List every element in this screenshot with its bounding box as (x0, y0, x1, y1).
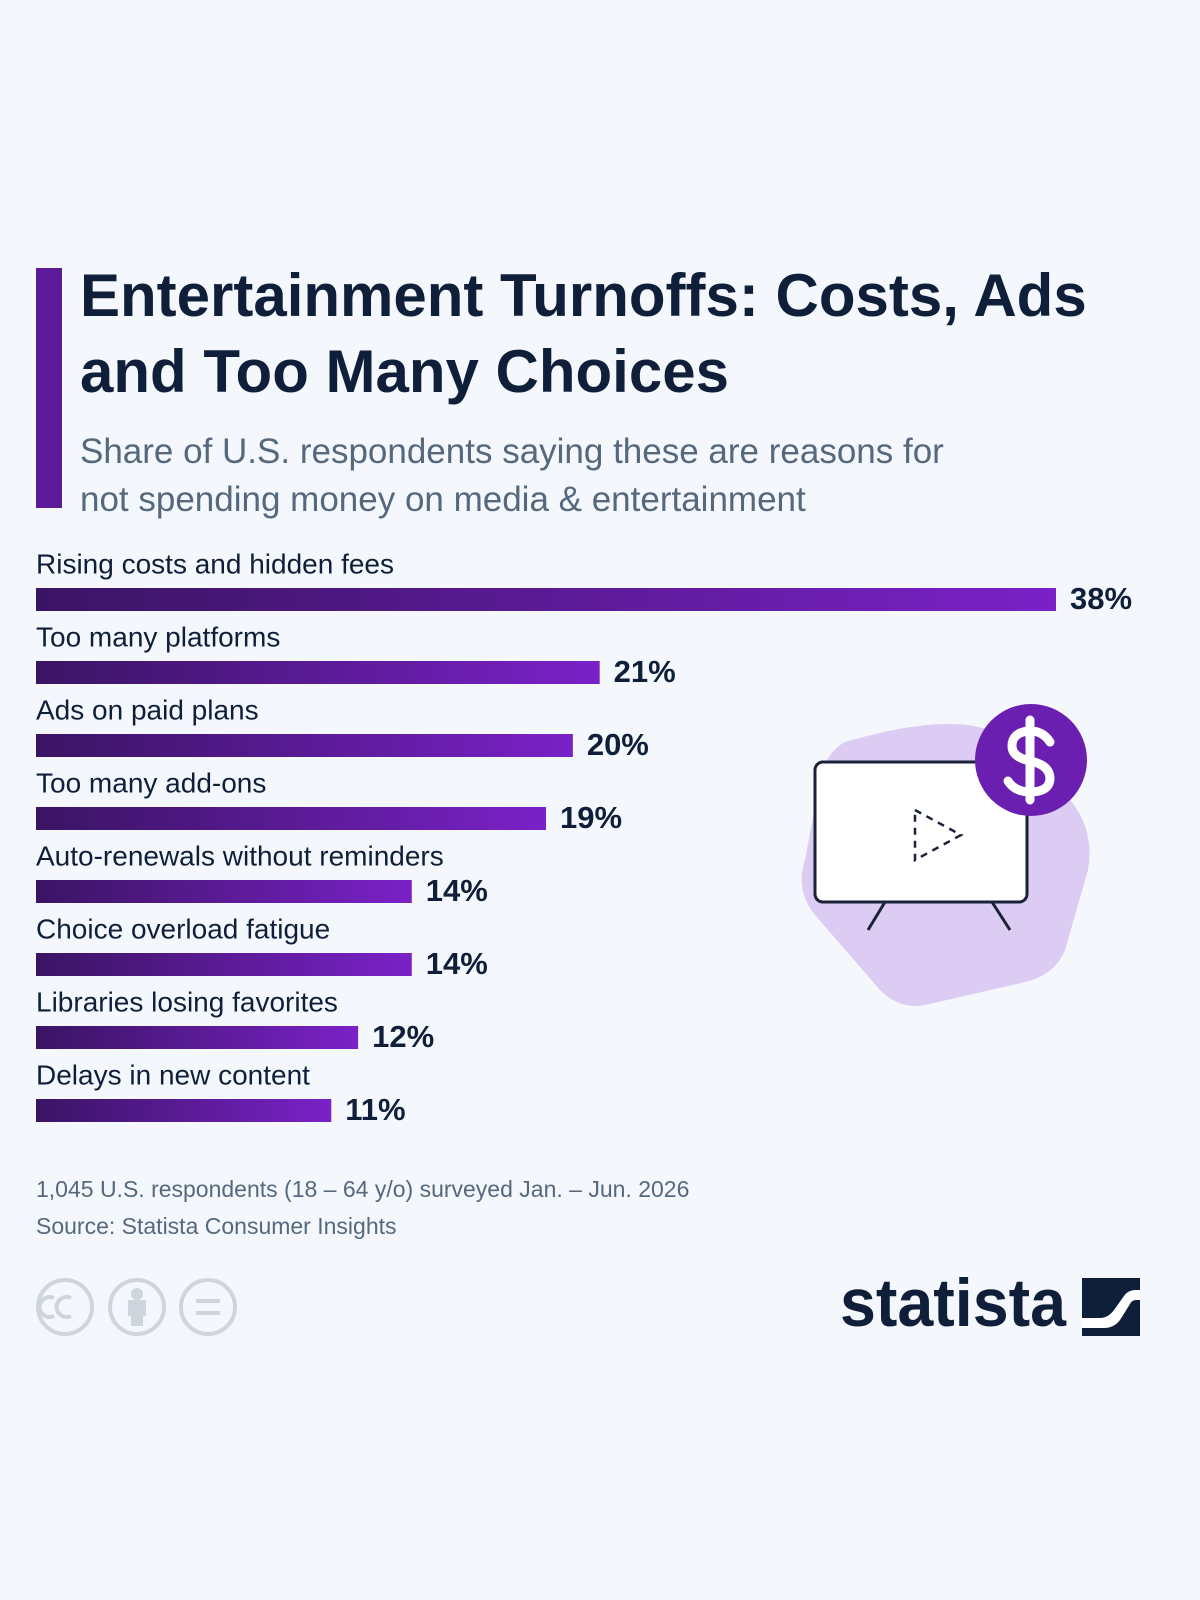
source: Source: Statista Consumer Insights (36, 1213, 397, 1239)
value-label: 20% (587, 727, 649, 762)
value-label: 21% (614, 654, 676, 689)
by-icon (108, 1278, 166, 1336)
by-head (131, 1288, 143, 1300)
category-label: Too many add-ons (36, 767, 266, 798)
category-label: Auto-renewals without reminders (36, 840, 444, 871)
category-label: Choice overload fatigue (36, 913, 330, 944)
bar (36, 734, 573, 757)
bar (36, 953, 412, 976)
cc-glyph (37, 1295, 72, 1319)
chart-subtitle: Share of U.S. respondents saying these a… (80, 432, 944, 519)
dollar-sign (1003, 715, 1055, 805)
tv-leg (866, 901, 887, 931)
category-label: Too many platforms (36, 621, 280, 652)
play-icon (913, 807, 964, 863)
category-label: Rising costs and hidden fees (36, 548, 394, 579)
nd-icon (179, 1278, 237, 1336)
chart-title: Entertainment Turnoffs: Costs, Ads and T… (80, 262, 1087, 405)
value-label: 12% (372, 1019, 434, 1054)
category-label: Libraries losing favorites (36, 986, 338, 1017)
category-label: Ads on paid plans (36, 694, 259, 725)
by-body (128, 1300, 146, 1326)
screen (813, 760, 1029, 904)
brand: statista (840, 1265, 1067, 1341)
brand-icon (1082, 1278, 1140, 1336)
tv-leg (990, 901, 1012, 931)
value-label: 14% (426, 946, 488, 981)
value-label: 11% (345, 1092, 405, 1127)
value-label: 19% (560, 800, 622, 835)
bar (36, 1099, 332, 1122)
cc-icon (36, 1278, 94, 1336)
bar (36, 880, 412, 903)
illustration (801, 704, 1090, 1006)
nd-glyph (196, 1299, 220, 1315)
bar (36, 588, 1056, 611)
accent-bar (36, 268, 62, 508)
bar (36, 1026, 359, 1049)
value-label: 38% (1070, 581, 1132, 616)
category-label: Delays in new content (36, 1059, 310, 1090)
note: 1,045 U.S. respondents (18 – 64 y/o) sur… (36, 1176, 689, 1202)
bar (36, 807, 546, 830)
value-label: 14% (426, 873, 488, 908)
bar (36, 661, 600, 684)
brand-wave (1082, 1290, 1140, 1328)
license-icons (36, 1278, 237, 1336)
